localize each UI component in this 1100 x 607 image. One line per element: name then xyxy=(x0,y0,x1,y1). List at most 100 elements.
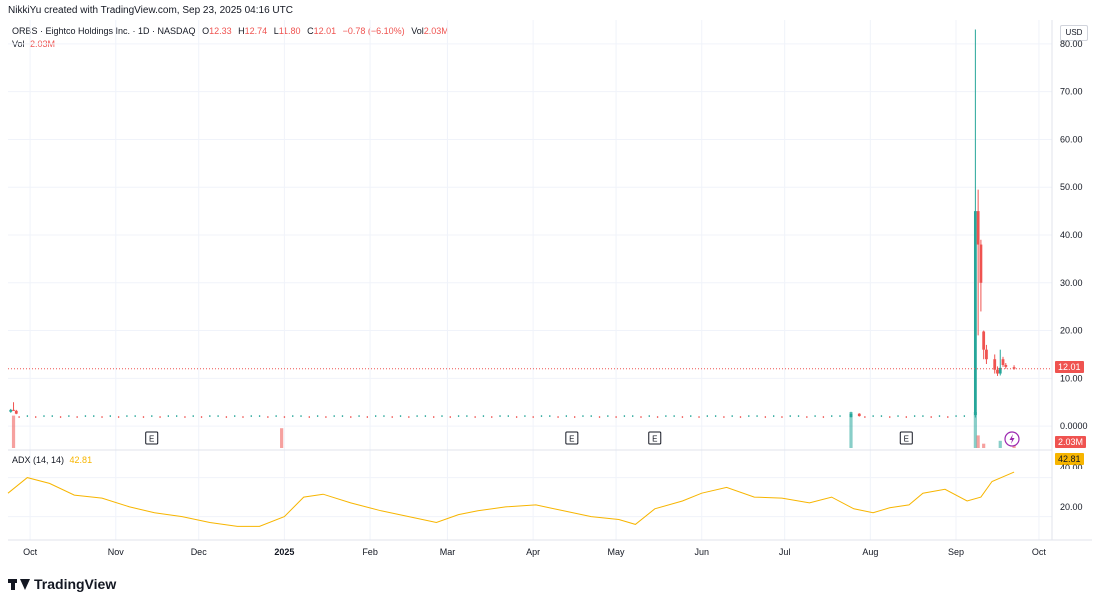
candle-body xyxy=(982,331,986,350)
earnings-marker-box xyxy=(648,431,662,445)
adx-legend[interactable]: ADX (14, 14) 42.81 xyxy=(12,455,92,465)
price-tick-label: 0.0000 xyxy=(1060,421,1088,431)
earnings-marker[interactable]: E xyxy=(648,431,662,445)
baseline-candle xyxy=(391,416,393,418)
time-tick-label: Oct xyxy=(23,547,38,557)
baseline-candle xyxy=(540,415,543,417)
baseline-candle xyxy=(714,415,717,417)
baseline-candle xyxy=(963,415,966,417)
baseline-candle xyxy=(292,415,294,417)
baseline-candle xyxy=(839,415,841,417)
candle-body xyxy=(996,369,999,374)
baseline-candle xyxy=(773,415,775,417)
baseline-candle xyxy=(764,416,767,418)
adx-label: ADX (14, 14) xyxy=(12,455,65,465)
baseline-candle xyxy=(789,415,791,417)
baseline-candle xyxy=(565,415,568,417)
baseline-candle xyxy=(18,416,20,418)
baseline-candles xyxy=(18,415,966,418)
baseline-candle xyxy=(723,416,725,418)
change-value: −0.78 (−6.10%) xyxy=(342,26,405,36)
earnings-marker-label: E xyxy=(904,435,909,444)
baseline-candle xyxy=(731,415,733,417)
footer-brand[interactable]: TradingView xyxy=(8,576,116,592)
baseline-candle xyxy=(822,416,825,418)
baseline-candle xyxy=(333,415,335,417)
baseline-candle xyxy=(889,416,891,418)
baseline-candle xyxy=(441,415,443,417)
baseline-candle xyxy=(59,416,62,418)
earnings-marker[interactable]: E xyxy=(145,431,159,445)
volume-value: 2.03M xyxy=(423,26,449,36)
baseline-candle xyxy=(341,415,344,417)
price-axis: 80.00 70.00 60.00 50.00 40.00 30.00 20.00 10.00… xyxy=(1060,39,1088,431)
adx-tag: 42.81 xyxy=(1055,453,1084,465)
baseline-candle xyxy=(325,416,327,418)
baseline-candle xyxy=(167,415,170,417)
baseline-candle xyxy=(482,415,485,417)
volume-bar xyxy=(976,435,980,448)
baseline-candle xyxy=(474,416,476,418)
candle-body xyxy=(998,367,1002,374)
baseline-candle xyxy=(922,415,924,417)
adx-axis-label-top: 40.00 xyxy=(1060,463,1083,469)
high-label: H xyxy=(238,26,245,36)
time-tick-label: May xyxy=(608,547,626,557)
grid-lines xyxy=(8,20,1052,540)
baseline-candle xyxy=(947,416,949,418)
time-axis: Oct Nov Dec 2025 Feb Mar Apr May Jun Jul Aug Sep Oct xyxy=(23,547,1046,557)
time-tick-label: Mar xyxy=(440,547,456,557)
baseline-candle xyxy=(101,416,103,418)
baseline-candle xyxy=(806,416,808,418)
baseline-candle xyxy=(615,416,617,418)
baseline-candle xyxy=(151,415,153,417)
baseline-candle xyxy=(449,416,451,418)
earnings-marker-label: E xyxy=(652,435,657,444)
open-label: O xyxy=(202,26,210,36)
baseline-candle xyxy=(51,415,53,417)
candle-body xyxy=(1001,359,1005,365)
adx-axis-label: 20.00 xyxy=(1060,502,1083,512)
candles xyxy=(9,29,1016,418)
baseline-candle xyxy=(217,415,219,417)
earnings-marker[interactable]: E xyxy=(565,431,579,445)
baseline-candle xyxy=(358,415,360,417)
baseline-candle xyxy=(656,416,659,418)
candle-body xyxy=(849,413,853,418)
baseline-candle xyxy=(632,415,634,417)
candle-body xyxy=(9,409,13,412)
baseline-candle xyxy=(499,415,501,417)
price-tick-label: 20.00 xyxy=(1060,326,1083,336)
baseline-candle xyxy=(408,416,410,418)
baseline-candle xyxy=(955,415,957,417)
candle-body xyxy=(985,349,988,360)
baseline-candle xyxy=(739,416,742,418)
currency-button[interactable]: USD xyxy=(1060,25,1088,41)
earnings-marker-box xyxy=(565,431,579,445)
earnings-marker[interactable]: E xyxy=(899,431,913,445)
baseline-candle xyxy=(375,415,377,417)
baseline-candle xyxy=(466,415,468,417)
earnings-marker-label: E xyxy=(569,435,574,444)
baseline-candle xyxy=(134,415,136,417)
baseline-candle xyxy=(126,415,128,417)
symbol-name[interactable]: ORBS · Eightco Holdings Inc. · 1D · NASD… xyxy=(12,26,196,36)
baseline-candle xyxy=(275,415,277,417)
adx-line xyxy=(7,471,1015,527)
baseline-candle xyxy=(938,415,941,417)
baseline-candle xyxy=(43,415,45,417)
last-price-tag: 12.01 xyxy=(1055,361,1084,373)
baseline-candle xyxy=(690,415,692,417)
close-label: C xyxy=(307,26,314,36)
price-tick-label: 40.00 xyxy=(1060,230,1083,240)
lightning-icon[interactable] xyxy=(1004,431,1020,447)
time-tick-label: Feb xyxy=(362,547,378,557)
candle-body xyxy=(857,413,861,417)
baseline-candle xyxy=(416,415,418,417)
baseline-candle xyxy=(26,415,29,417)
candle-body xyxy=(14,410,18,414)
time-tick-label: Dec xyxy=(191,547,208,557)
baseline-candle xyxy=(507,415,509,417)
